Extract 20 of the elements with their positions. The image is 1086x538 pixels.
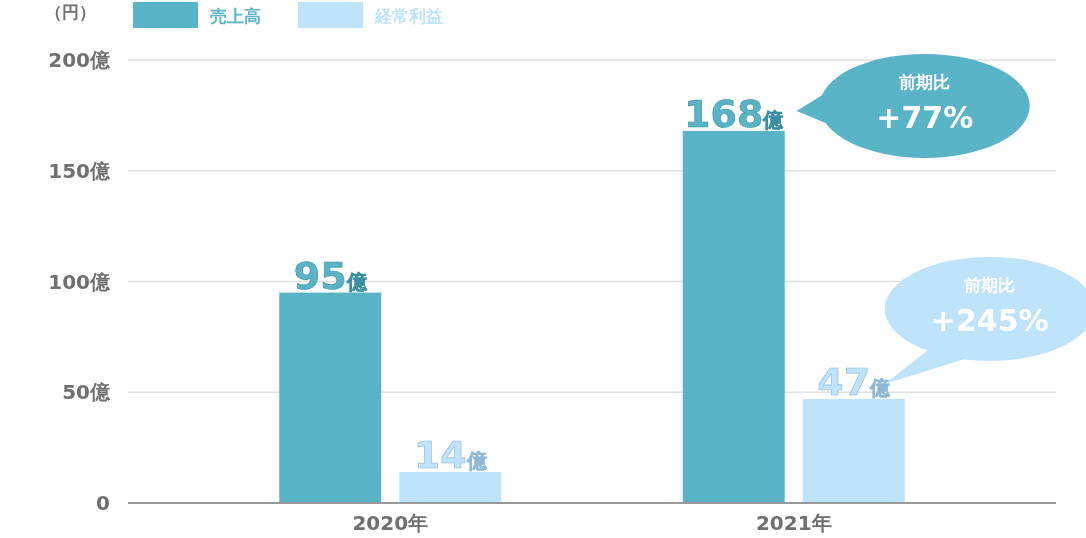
data-label: 47億	[817, 359, 892, 404]
y-tick-label: 200億	[48, 48, 111, 72]
y-tick-label: 100億	[48, 269, 111, 294]
annotation: 前期比 +77%	[876, 71, 974, 135]
legend-label: 経常利益	[374, 6, 443, 26]
x-tick-label: 2021年	[755, 511, 832, 535]
bar	[682, 130, 785, 503]
y-tick-label: 50億	[62, 380, 111, 405]
data-label: 168億	[684, 91, 785, 136]
bar	[399, 471, 502, 503]
y-tick-label: 150億	[48, 158, 111, 183]
legend-label: 売上高	[210, 6, 261, 26]
y-axis-title: （円）	[44, 2, 96, 22]
x-tick-label: 2020年	[352, 511, 429, 535]
bar	[802, 398, 905, 503]
bar	[279, 292, 382, 503]
y-tick-label: 0	[96, 491, 110, 515]
annotation: 前期比 +245%	[930, 274, 1049, 338]
data-label: 95億	[293, 253, 368, 298]
data-label: 14億	[413, 432, 488, 477]
